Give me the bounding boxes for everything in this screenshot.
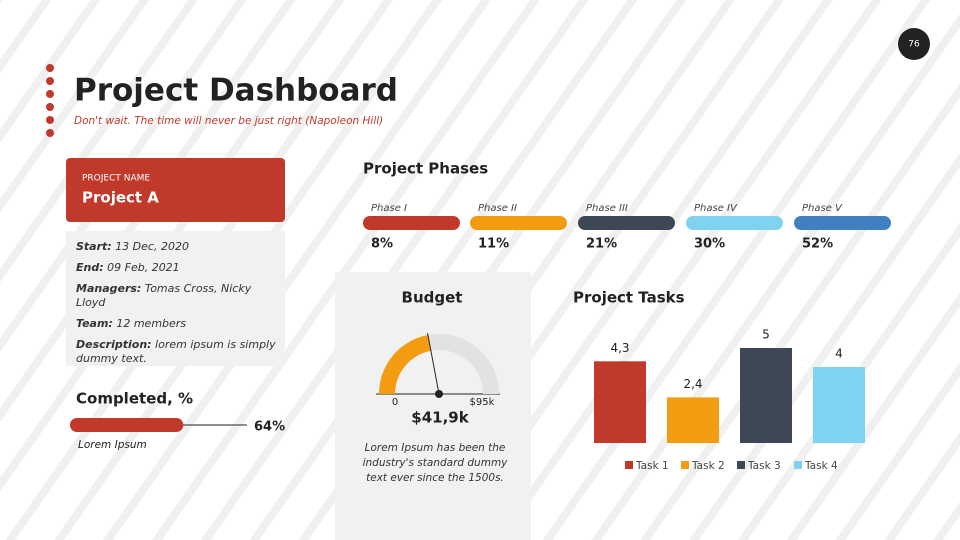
phase-name: Phase V bbox=[802, 203, 843, 214]
gauge-max: $95k bbox=[470, 397, 495, 408]
project-name: Project A bbox=[82, 189, 159, 207]
detail-value: Tomas Cross, Nicky Lloyd bbox=[76, 282, 252, 309]
legend-swatch bbox=[625, 461, 633, 469]
legend-swatch bbox=[681, 461, 689, 469]
phase-bar bbox=[794, 216, 891, 230]
phase-name: Phase III bbox=[586, 203, 628, 214]
detail-label: Description: bbox=[76, 338, 152, 351]
legend-label: Task 1 bbox=[635, 460, 669, 472]
bar bbox=[813, 367, 865, 443]
phase-bar bbox=[470, 216, 567, 230]
project-details: Start: 13 Dec, 2020 End: 09 Feb, 2021 Mana… bbox=[76, 240, 276, 373]
detail-row: Team: 12 members bbox=[76, 317, 276, 331]
completed-caption: Lorem Ipsum bbox=[78, 439, 147, 451]
chart-title: Project Tasks bbox=[573, 289, 685, 307]
detail-label: Managers: bbox=[76, 282, 142, 295]
project-label: PROJECT NAME bbox=[82, 174, 150, 184]
value-label: 4 bbox=[835, 347, 843, 361]
completed-label: 64% bbox=[254, 420, 285, 435]
phase-value: 30% bbox=[694, 237, 725, 252]
budget-title: Budget bbox=[402, 289, 463, 307]
info-box bbox=[66, 231, 285, 366]
detail-value: 13 Dec, 2020 bbox=[115, 240, 189, 253]
phase-value: 52% bbox=[802, 237, 833, 252]
legend-swatch bbox=[794, 461, 802, 469]
gauge-hub bbox=[435, 390, 443, 398]
bar bbox=[667, 397, 719, 443]
phase-name: Phase II bbox=[478, 203, 517, 214]
detail-value: lorem ipsum is simply dummy text. bbox=[76, 338, 276, 365]
gauge-fill bbox=[379, 335, 431, 394]
legend-label: Task 2 bbox=[691, 460, 725, 472]
detail-row: Description: lorem ipsum is simply dummy… bbox=[76, 338, 276, 366]
detail-row: End: 09 Feb, 2021 bbox=[76, 261, 276, 275]
completed-title: Completed, % bbox=[76, 390, 193, 408]
detail-value: 09 Feb, 2021 bbox=[107, 261, 180, 274]
legend-label: Task 3 bbox=[747, 460, 781, 472]
budget-value: $41,9k bbox=[411, 409, 469, 427]
detail-row: Start: 13 Dec, 2020 bbox=[76, 240, 276, 254]
value-label: 4,3 bbox=[610, 341, 629, 355]
phase-value: 21% bbox=[586, 237, 617, 252]
phase-bar bbox=[363, 216, 460, 230]
detail-label: Team: bbox=[76, 317, 113, 330]
phase-name: Phase I bbox=[371, 203, 407, 214]
detail-value: 12 members bbox=[116, 317, 187, 330]
phase-value: 11% bbox=[478, 237, 509, 252]
bar bbox=[594, 361, 646, 443]
page-badge bbox=[898, 28, 930, 60]
subtitle: Don't wait. The time will never be just … bbox=[74, 115, 383, 127]
project-box bbox=[66, 158, 285, 222]
completed-bar bbox=[70, 418, 184, 432]
detail-label: Start: bbox=[76, 240, 112, 253]
dots bbox=[46, 64, 54, 137]
bar bbox=[740, 348, 792, 443]
phases-title: Project Phases bbox=[363, 160, 488, 178]
budget-caption: Lorem Ipsum has been the industry's stan… bbox=[362, 442, 508, 484]
budget-panel bbox=[335, 272, 531, 540]
page-number: 76 bbox=[908, 40, 920, 50]
phase-value: 8% bbox=[371, 237, 393, 252]
legend-label: Task 4 bbox=[804, 460, 838, 472]
title: Project Dashboard bbox=[74, 73, 398, 109]
detail-label: End: bbox=[76, 261, 104, 274]
phase-bar bbox=[686, 216, 783, 230]
detail-row: Managers: Tomas Cross, Nicky Lloyd bbox=[76, 282, 276, 310]
gauge-needle bbox=[427, 332, 440, 395]
gauge-min: 0 bbox=[392, 397, 398, 408]
phase-name: Phase IV bbox=[694, 203, 738, 214]
value-label: 5 bbox=[762, 328, 770, 342]
value-label: 2,4 bbox=[683, 377, 702, 391]
phase-bar bbox=[578, 216, 675, 230]
legend-swatch bbox=[737, 461, 745, 469]
